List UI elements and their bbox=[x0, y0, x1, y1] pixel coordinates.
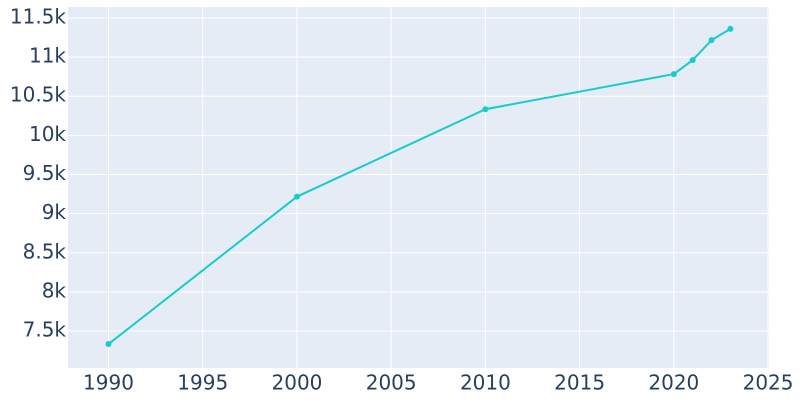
y-tick-label: 10k bbox=[29, 122, 66, 146]
y-tick-label: 9.5k bbox=[23, 161, 67, 185]
y-tick-label: 9k bbox=[42, 200, 67, 224]
y-tick-label: 11.5k bbox=[10, 4, 67, 28]
point bbox=[670, 71, 677, 78]
x-tick-label: 2005 bbox=[366, 371, 417, 395]
point bbox=[293, 193, 300, 200]
point bbox=[708, 37, 715, 44]
plot-area bbox=[68, 7, 769, 368]
point bbox=[105, 341, 112, 348]
point bbox=[482, 106, 489, 113]
x-tick-label: 1995 bbox=[177, 371, 228, 395]
y-tick-label: 7.5k bbox=[23, 318, 67, 342]
point bbox=[727, 25, 734, 32]
point bbox=[689, 57, 696, 64]
y-tick-label: 11k bbox=[29, 44, 66, 68]
x-tick-label: 1990 bbox=[83, 371, 134, 395]
y-tick-label: 8k bbox=[42, 278, 67, 302]
x-tick-label: 2020 bbox=[648, 371, 699, 395]
y-tick-label: 8.5k bbox=[23, 239, 67, 263]
x-tick-label: 2010 bbox=[460, 371, 511, 395]
x-tick-label: 2000 bbox=[272, 371, 323, 395]
x-tick-label: 2015 bbox=[554, 371, 605, 395]
y-tick-label: 10.5k bbox=[10, 83, 67, 107]
x-tick-label: 2025 bbox=[743, 371, 794, 395]
